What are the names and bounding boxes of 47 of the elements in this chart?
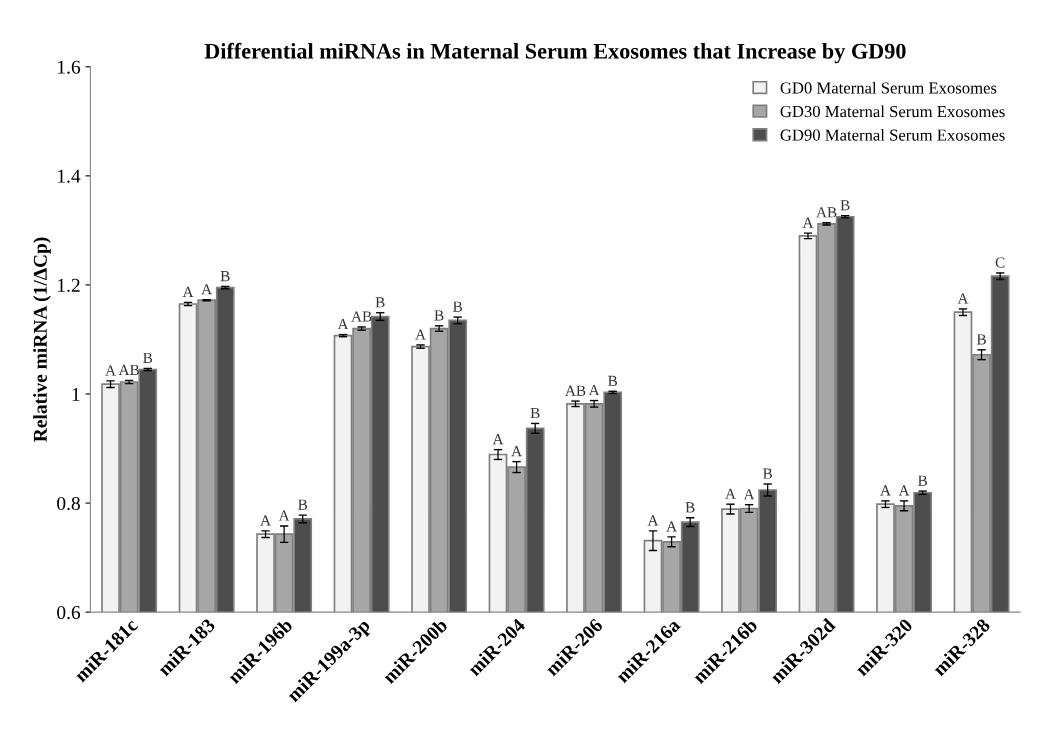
data-label: A [511,446,522,457]
data-label: AB [816,207,837,218]
data-label: B [840,200,850,211]
data-label: B [143,352,153,363]
data-label: A [880,485,891,496]
data-label: A [802,217,814,228]
data-label: B [763,468,773,479]
data-label: AB [565,385,586,396]
data-label: A [957,293,969,304]
legend-label: GD30 Maternal Serum Exosomes [780,105,1005,118]
legend-label: GD90 Maternal Serum Exosomes [780,128,1005,141]
data-label: A [743,489,755,500]
data-label: A [725,488,736,499]
data-label: A [647,515,659,526]
data-label: B [453,301,463,312]
y-tick-label: 0.6 [57,605,81,620]
y-tick-label: 1.4 [58,169,81,183]
data-label: B [976,334,986,345]
data-label: AB [118,364,139,375]
y-axis-title: Relative miRNA (1/ΔCp) [33,237,51,442]
data-label: A [278,510,290,521]
data-label: A [415,329,426,340]
data-label: A [182,286,194,297]
data-label: A [492,434,504,445]
data-label: B [434,310,444,321]
data-label: A [898,485,910,496]
y-tick-label: 1.6 [58,60,81,74]
data-label: AB [351,311,372,322]
data-label: B [685,502,695,513]
data-label: B [918,475,928,486]
data-label: A [260,515,271,526]
data-label: A [201,284,213,295]
data-label: B [608,375,618,386]
data-label: B [375,297,385,308]
data-label: A [337,319,349,330]
data-label: A [588,385,600,396]
data-label: A [666,521,677,532]
data-label: B [298,499,308,510]
data-label: C [995,257,1005,268]
y-tick-label: 1.2 [58,278,80,292]
y-tick-label: 1 [72,387,80,401]
data-label: A [105,365,116,376]
chart-title: Differential miRNAs in Maternal Serum Exosomes that Increase by GD90 [204,42,906,64]
data-label: B [220,271,230,282]
y-tick-label: 0.8 [57,496,80,511]
data-label: B [530,408,540,419]
legend-label: GD0 Maternal Serum Exosomes [780,81,997,94]
